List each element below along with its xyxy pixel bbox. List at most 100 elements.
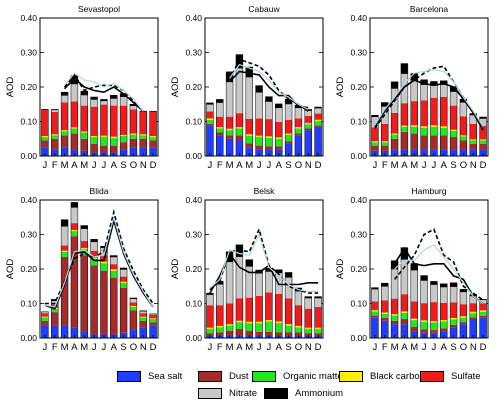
- bar-ammonium-cabauw: [304, 109, 312, 111]
- bar-organic-hamburg: [391, 315, 399, 321]
- x-tick-label-barcelona: M: [410, 160, 418, 171]
- bar-sulfate-cabauw: [294, 118, 302, 128]
- bar-seasalt-hamburg: [450, 327, 458, 338]
- x-tick-label-belsk: A: [236, 342, 243, 353]
- bar-sulfate-belsk: [285, 298, 293, 325]
- bar-ammonium-cabauw: [265, 96, 273, 102]
- legend-label-organic-matter: Organic matter: [283, 371, 346, 382]
- bar-sulfate-cabauw: [285, 119, 293, 134]
- bar-ammonium-sevastopol: [51, 109, 59, 111]
- y-tick-label-hamburg: 0.20: [350, 264, 367, 274]
- bar-dust-cabauw: [275, 146, 283, 150]
- bar-nitrate-sevastopol: [51, 110, 59, 112]
- bar-bc-sevastopol: [110, 136, 118, 139]
- bar-bc-barcelona: [410, 125, 418, 127]
- bar-ammonium-barcelona: [430, 81, 438, 86]
- bar-ammonium-hamburg: [391, 260, 399, 270]
- bar-ammonium-blida: [80, 225, 88, 229]
- bar-nitrate-barcelona: [469, 115, 477, 124]
- panel-frame-sevastopol: [39, 17, 159, 157]
- bar-seasalt-cabauw: [245, 147, 253, 156]
- bar-organic-sevastopol: [129, 134, 137, 139]
- bar-dust-sevastopol: [51, 138, 59, 150]
- bar-seasalt-sevastopol: [70, 149, 78, 156]
- bar-sulfate-hamburg: [469, 303, 477, 312]
- bar-sulfate-sevastopol: [139, 111, 147, 135]
- bar-ammonium-belsk: [265, 268, 273, 272]
- x-tick-label-blida: J: [92, 342, 97, 353]
- bar-bc-blida: [90, 257, 98, 259]
- bar-organic-barcelona: [459, 136, 467, 141]
- bar-dust-cabauw: [285, 141, 293, 144]
- x-tick-label-hamburg: S: [450, 342, 456, 353]
- bar-sulfate-hamburg: [410, 301, 418, 319]
- bar-sulfate-hamburg: [459, 304, 467, 317]
- bar-bc-sevastopol: [149, 135, 157, 138]
- bar-bc-cabauw: [294, 127, 302, 129]
- bar-dust-barcelona: [440, 135, 448, 150]
- bar-seasalt-sevastopol: [51, 149, 59, 156]
- bar-organic-belsk: [235, 322, 243, 330]
- bar-organic-sevastopol: [139, 135, 147, 139]
- bar-ammonium-sevastopol: [139, 111, 147, 112]
- bar-dust-hamburg: [430, 330, 438, 333]
- bar-sulfate-belsk: [294, 305, 302, 326]
- bar-organic-cabauw: [265, 137, 273, 147]
- bar-dust-barcelona: [410, 133, 418, 150]
- bar-nitrate-hamburg: [410, 270, 418, 302]
- bar-nitrate-cabauw: [304, 110, 312, 116]
- line-solid-2-barcelona: [374, 69, 484, 128]
- x-tick-label-sevastopol: A: [111, 160, 118, 171]
- bar-bc-cabauw: [226, 128, 234, 131]
- bar-dust-belsk: [314, 333, 322, 336]
- bar-dust-hamburg: [420, 329, 428, 333]
- y-tick-label-belsk: 0.30: [185, 230, 202, 240]
- bar-organic-barcelona: [371, 142, 379, 146]
- bar-dust-hamburg: [450, 324, 458, 328]
- x-tick-label-blida: N: [140, 342, 147, 353]
- bar-sulfate-barcelona: [420, 100, 428, 127]
- bar-ammonium-cabauw: [285, 99, 293, 105]
- bar-sulfate-blida: [41, 313, 49, 317]
- bar-seasalt-barcelona: [459, 149, 467, 156]
- x-tick-label-barcelona: O: [460, 160, 467, 171]
- bar-bc-barcelona: [391, 133, 399, 135]
- bar-dust-belsk: [216, 332, 224, 336]
- bar-dust-barcelona: [430, 135, 438, 150]
- bar-seasalt-hamburg: [400, 324, 408, 338]
- bar-seasalt-barcelona: [479, 149, 487, 156]
- bar-dust-blida: [100, 270, 108, 335]
- bar-nitrate-barcelona: [371, 117, 379, 128]
- bar-bc-belsk: [245, 321, 253, 324]
- y-tick-label-barcelona: 0.10: [350, 117, 367, 127]
- bar-dust-cabauw: [314, 125, 322, 127]
- bar-dust-hamburg: [440, 328, 448, 332]
- bar-ammonium-cabauw: [314, 107, 322, 109]
- bar-bc-belsk: [235, 320, 243, 323]
- bar-seasalt-cabauw: [294, 135, 302, 156]
- x-tick-label-sevastopol: A: [71, 160, 78, 171]
- y-tick-label-cabauw: 0.30: [185, 48, 202, 58]
- bar-nitrate-blida: [61, 226, 69, 246]
- bar-dust-cabauw: [304, 128, 312, 131]
- x-tick-label-sevastopol: J: [92, 160, 97, 171]
- bar-bc-cabauw: [314, 119, 322, 122]
- bar-sulfate-cabauw: [206, 111, 214, 119]
- bar-organic-blida: [51, 308, 59, 313]
- bar-ammonium-sevastopol: [100, 99, 108, 102]
- bar-dust-belsk: [255, 331, 263, 336]
- x-tick-label-belsk: J: [257, 342, 262, 353]
- bar-ammonium-belsk: [304, 296, 312, 299]
- x-tick-label-cabauw: F: [217, 160, 223, 171]
- x-tick-label-hamburg: M: [391, 342, 399, 353]
- bar-dust-hamburg: [410, 326, 418, 332]
- bar-sulfate-belsk: [265, 292, 273, 321]
- panel-title-barcelona: Barcelona: [410, 4, 449, 14]
- x-tick-label-hamburg: N: [470, 342, 477, 353]
- line-solid-2-belsk: [209, 232, 319, 292]
- bar-seasalt-blida: [41, 325, 49, 338]
- bar-nitrate-cabauw: [226, 82, 234, 117]
- bar-seasalt-cabauw: [265, 149, 273, 156]
- legend-row-1: Sea salt Dust Organic matter Black carbo…: [0, 370, 500, 386]
